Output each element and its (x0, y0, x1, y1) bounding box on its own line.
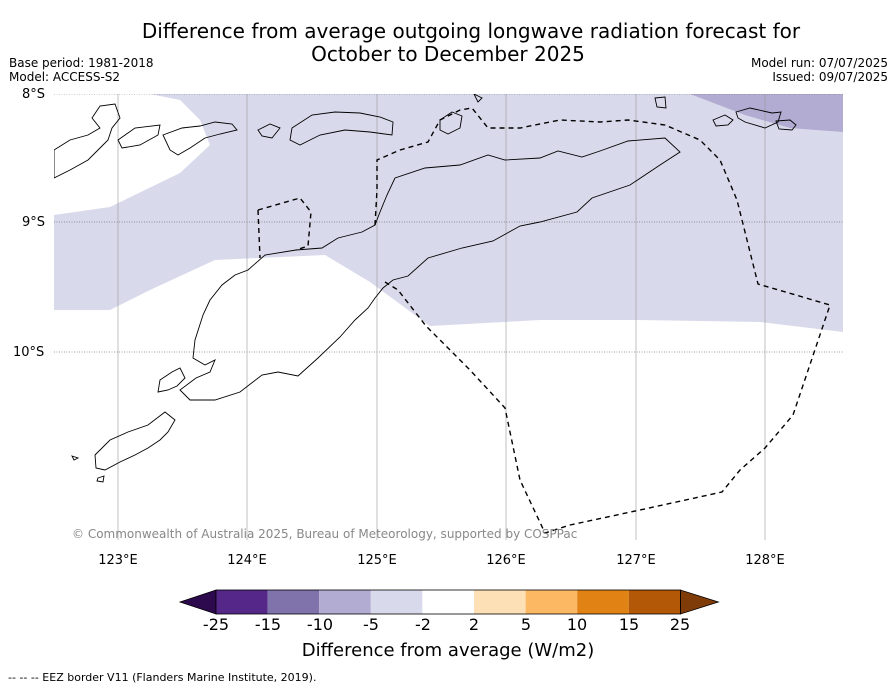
timor-island-outline (179, 137, 681, 401)
rote-island-outline (157, 367, 186, 393)
model-run-text: Model run: 07/07/2025 (750, 56, 888, 70)
northern-islands-outline (54, 103, 121, 179)
colorbar (178, 589, 720, 615)
lon-label-127e: 127°E (616, 553, 656, 568)
lat-label-10s: 10°S (13, 345, 45, 360)
map-area (54, 94, 843, 540)
colorbar-label: 10 (566, 615, 588, 634)
base-period-text: Base period: 1981-2018 (9, 56, 154, 70)
moa-island-outline (712, 114, 734, 127)
colorbar-outline (215, 589, 681, 615)
chart-title: Difference from average outgoing longwav… (0, 20, 896, 66)
colorbar-label: 15 (618, 615, 640, 634)
coastlines (54, 94, 797, 483)
eez-border (257, 107, 831, 534)
issued-text: Issued: 09/07/2025 (772, 70, 888, 84)
wetar-island-outline (289, 111, 394, 146)
leti-island-outline (654, 96, 667, 109)
anomaly-region-medium (690, 94, 843, 132)
atauro-island-outline (257, 123, 281, 139)
colorbar-segment (525, 590, 578, 614)
small-island-d (473, 94, 483, 103)
eez-legend-note: -- -- -- EEZ border V11 (Flanders Marine… (8, 671, 317, 684)
colorbar-segment (422, 590, 474, 614)
colorbar-label: -10 (306, 615, 334, 634)
colorbar-segment (370, 590, 423, 614)
pantar-island-outline (162, 121, 238, 156)
metadata-right: Model run: 07/07/2025 Issued: 09/07/2025 (751, 56, 888, 84)
neutral-patch-northwest (54, 94, 210, 215)
small-island-a (71, 455, 80, 461)
colorbar-label: -25 (202, 615, 230, 634)
babar-island-outline (735, 107, 782, 129)
colorbar-segment (319, 590, 371, 614)
colorbar-segment (474, 590, 526, 614)
copyright-notice: © Commonwealth of Australia 2025, Bureau… (72, 527, 578, 541)
lon-label-128e: 128°E (745, 553, 785, 568)
title-line-2: October to December 2025 (311, 42, 585, 66)
small-island-c (775, 119, 797, 131)
colorbar-segment (216, 590, 268, 614)
lon-label-124e: 124°E (227, 553, 267, 568)
kisar-island-outline (439, 111, 463, 135)
colorbar-label: -15 (254, 615, 282, 634)
anomaly-region-light (54, 94, 843, 332)
colorbar-extend-low (178, 589, 217, 615)
lon-label-126e: 126°E (486, 553, 526, 568)
lat-gridlines (54, 94, 843, 353)
lat-label-9s: 9°S (22, 215, 46, 230)
lon-label-123e: 123°E (98, 553, 138, 568)
colorbar-extend-high (680, 589, 720, 615)
colorbar-segment (628, 590, 681, 614)
sawu-island-outline (94, 411, 176, 471)
small-island-b (96, 475, 105, 483)
colorbar-label: 2 (468, 615, 480, 634)
alor-island-outline (117, 124, 161, 149)
model-text: Model: ACCESS-S2 (9, 70, 121, 84)
metadata-left: Base period: 1981-2018 Model: ACCESS-S2 (9, 56, 154, 84)
colorbar-label: 5 (520, 615, 532, 634)
colorbar-segment (577, 590, 629, 614)
lon-label-125e: 125°E (357, 553, 397, 568)
colorbar-label: -2 (415, 615, 431, 634)
colorbar-label: 25 (669, 615, 691, 634)
colorbar-label: -5 (363, 615, 379, 634)
lat-label-8s: 8°S (22, 87, 46, 102)
colorbar-segment (267, 590, 320, 614)
colorbar-title: Difference from average (W/m2) (301, 640, 595, 661)
title-line-1: Difference from average outgoing longwav… (141, 19, 801, 43)
